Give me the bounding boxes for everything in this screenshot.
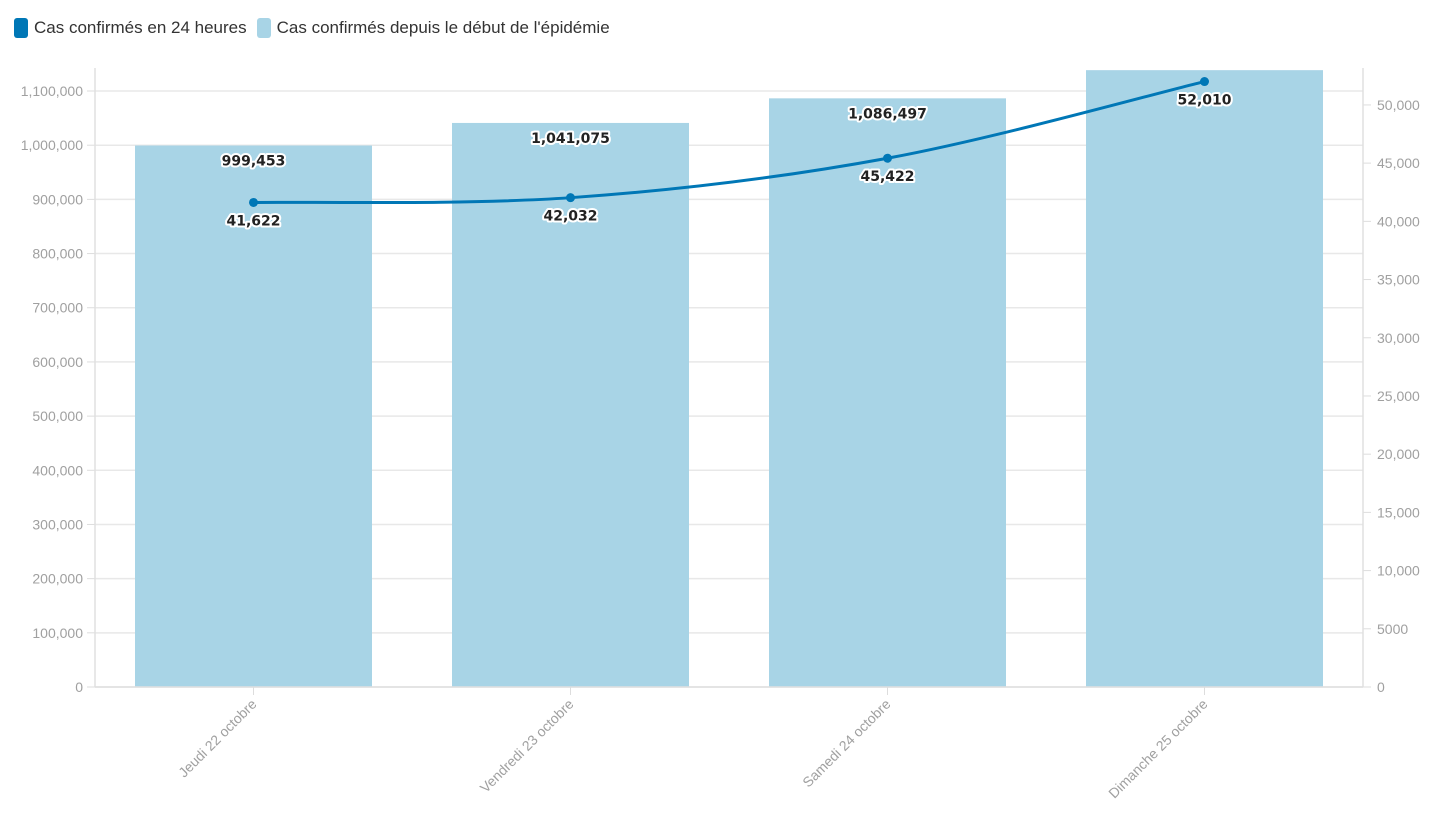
line-data-label: 42,032	[543, 209, 597, 225]
line-series	[253, 80, 1205, 205]
bar-data-label: 1,041,075	[531, 131, 610, 147]
line-point	[249, 197, 258, 207]
bar-data-label: 1,086,497	[848, 106, 927, 122]
bar	[452, 122, 689, 687]
bar-data-label: 999,453	[222, 153, 286, 169]
right-axis-tick-label: 35,000	[1377, 272, 1420, 288]
right-axis-tick-label: 40,000	[1377, 213, 1420, 229]
left-axis-tick-label: 900,000	[32, 191, 83, 207]
bar	[135, 145, 372, 687]
legend-swatch-cumulative	[256, 18, 271, 38]
right-axis-tick-label: 30,000	[1377, 330, 1420, 346]
left-axis-tick-label: 800,000	[32, 246, 83, 262]
right-axis-tick-label: 50,000	[1377, 97, 1420, 113]
right-axis-tick-label: 45,000	[1377, 155, 1420, 171]
left-axis-tick-label: 1,000,000	[21, 137, 83, 153]
line-point	[1200, 77, 1209, 87]
x-axis-tick-label: Jeudi 22 octobre	[175, 696, 260, 781]
line-point	[566, 193, 575, 203]
legend-item-cumulative[interactable]: Cas confirmés depuis le début de l'épidé…	[256, 18, 610, 38]
right-axis-tick-label: 20,000	[1377, 446, 1420, 462]
left-axis-tick-label: 200,000	[32, 571, 83, 587]
bar	[769, 98, 1006, 688]
legend-label-daily: Cas confirmés en 24 heures	[34, 18, 247, 37]
right-axis-tick-label: 25,000	[1377, 388, 1420, 404]
left-axis-tick-label: 100,000	[32, 625, 83, 641]
left-axis-tick-label: 500,000	[32, 408, 83, 424]
right-axis-tick-label: 0	[1377, 679, 1385, 695]
x-axis-tick-label: Samedi 24 octobre	[799, 696, 894, 791]
legend: Cas confirmés en 24 heures Cas confirmés…	[14, 18, 620, 38]
line-data-label: 41,622	[226, 213, 280, 229]
x-axis-tick-label: Dimanche 25 octobre	[1105, 696, 1211, 802]
left-axis-tick-label: 300,000	[32, 516, 83, 532]
x-axis-tick-label: Vendredi 23 octobre	[477, 696, 577, 796]
line-point	[883, 153, 892, 163]
legend-item-daily[interactable]: Cas confirmés en 24 heures	[14, 18, 247, 38]
line-data-label: 45,422	[860, 169, 914, 185]
right-axis-tick-label: 5000	[1377, 621, 1408, 637]
line-data-label: 52,010	[1177, 93, 1231, 109]
left-axis-tick-label: 600,000	[32, 354, 83, 370]
left-axis-tick-label: 700,000	[32, 300, 83, 316]
left-axis-tick-label: 0	[75, 679, 83, 695]
left-axis-tick-label: 1,100,000	[21, 83, 83, 99]
right-axis-tick-label: 15,000	[1377, 504, 1420, 520]
left-axis-tick-label: 400,000	[32, 462, 83, 478]
legend-label-cumulative: Cas confirmés depuis le début de l'épidé…	[276, 18, 610, 37]
bar	[1086, 70, 1323, 687]
right-axis-tick-label: 10,000	[1377, 563, 1420, 579]
legend-swatch-daily	[14, 18, 28, 38]
